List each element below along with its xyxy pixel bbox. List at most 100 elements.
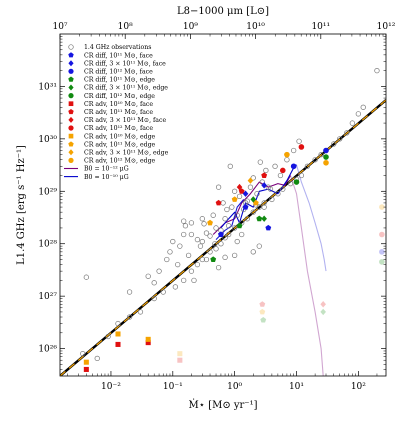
simulation-point <box>83 366 89 372</box>
observation-point <box>275 191 281 197</box>
observation-point <box>80 351 86 357</box>
legend-marker <box>68 141 74 147</box>
observation-point <box>191 277 197 284</box>
y-tick-label: 10²⁶ <box>38 345 57 355</box>
x-tick-label: 10⁰ <box>227 382 242 392</box>
legend-label: CR diff, 3 × 10¹¹ M⊙, face <box>84 60 166 67</box>
simulation-point <box>259 308 266 315</box>
simulation-point <box>323 147 329 154</box>
legend-label: CR adv, 10¹² M⊙, edge <box>84 158 156 165</box>
observation-point <box>232 252 238 259</box>
simulation-point <box>290 163 297 170</box>
observation-point <box>374 67 380 74</box>
simulation-point <box>238 188 245 194</box>
simulation-point <box>323 154 329 160</box>
observation-point <box>244 198 250 204</box>
observation-point <box>126 289 133 295</box>
observation-point <box>360 104 366 110</box>
observation-point <box>227 163 233 169</box>
simulation-point <box>320 301 326 308</box>
track-line <box>295 164 327 272</box>
observation-point <box>257 159 263 165</box>
simulation-point <box>218 231 224 237</box>
x-axis-label: Ṁ⋆ [M⊙ yr⁻¹] <box>189 399 258 411</box>
observation-point <box>203 256 210 263</box>
legend-marker <box>68 101 74 107</box>
observation-point <box>344 130 350 136</box>
observation-point <box>199 256 205 263</box>
top-tick-label: 10⁸ <box>118 22 133 32</box>
simulation-point <box>259 301 266 307</box>
simulation-point <box>379 231 385 238</box>
simulation-point <box>293 179 300 185</box>
track-line <box>212 175 291 235</box>
observation-point <box>331 141 337 147</box>
top-tick-label: 10¹⁰ <box>246 22 265 32</box>
legend-label: CR adv, 10¹¹ M⊙, edge <box>84 141 156 148</box>
legend-label: B0 = 10⁻¹⁰ μG <box>84 174 129 181</box>
observation-point <box>239 231 245 238</box>
observation-point <box>337 136 343 142</box>
simulation-point <box>279 167 286 174</box>
legend-label: 1.4 GHz observations <box>84 44 151 51</box>
observation-point <box>199 216 205 222</box>
legend-label: CR adv, 3 × 10¹¹ M⊙, edge <box>84 150 169 157</box>
observation-point <box>207 249 213 255</box>
simulation-point <box>250 196 257 203</box>
observation-point <box>287 180 294 187</box>
simulation-markers-group <box>83 144 385 372</box>
observation-point <box>207 233 213 239</box>
simulation-point <box>323 159 329 166</box>
legend-marker <box>68 149 74 156</box>
simulation-point <box>379 259 385 265</box>
simulation-point <box>379 249 385 255</box>
legend-label: CR diff, 10¹² M⊙, edge <box>84 93 155 100</box>
observation-point <box>229 204 235 210</box>
observation-point <box>222 254 228 260</box>
observation-point <box>215 184 222 190</box>
observation-point <box>224 206 230 213</box>
observation-point <box>244 216 250 222</box>
observation-point <box>167 249 173 255</box>
simulation-point <box>256 215 263 222</box>
legend-label: CR adv, 10¹² M⊙, face <box>84 125 153 132</box>
observation-point <box>291 147 297 154</box>
observation-point <box>105 333 111 340</box>
legend-label: CR diff, 10¹² M⊙, face <box>84 69 153 76</box>
observation-point <box>234 238 240 245</box>
legend-label: CR adv, 10¹⁰ M⊙, face <box>84 101 153 108</box>
observation-point <box>197 243 204 249</box>
observation-point <box>267 186 274 192</box>
observation-point <box>277 172 284 179</box>
simulation-point <box>320 308 326 316</box>
legend-label: CR adv, 10¹⁰ M⊙, edge <box>84 133 156 140</box>
observation-point <box>261 204 267 210</box>
observation-point <box>234 212 240 218</box>
top-tick-label: 10¹¹ <box>311 22 330 32</box>
observation-point <box>151 280 157 286</box>
legend-label: B0 = 10⁻¹² μG <box>84 166 129 173</box>
observation-point <box>185 252 192 259</box>
observation-point <box>172 284 179 290</box>
simulation-point <box>379 204 385 210</box>
legend-label: CR diff, 10¹¹ M⊙, edge <box>84 77 155 84</box>
observation-point <box>188 220 195 226</box>
observation-point <box>236 193 243 200</box>
legend-marker <box>68 125 74 131</box>
observation-point <box>222 216 228 222</box>
y-tick-label: 10³¹ <box>38 82 57 92</box>
observation-point <box>220 200 226 206</box>
observation-point <box>203 230 210 236</box>
legend-marker <box>68 52 74 58</box>
legend-marker <box>68 76 74 82</box>
simulation-point <box>261 182 267 189</box>
simulation-point <box>261 215 267 222</box>
legend-marker <box>68 133 74 139</box>
simulation-point <box>261 172 268 178</box>
observation-point <box>232 225 238 231</box>
simulation-point <box>247 177 254 184</box>
observation-point <box>304 163 311 169</box>
observation-point <box>194 236 201 243</box>
